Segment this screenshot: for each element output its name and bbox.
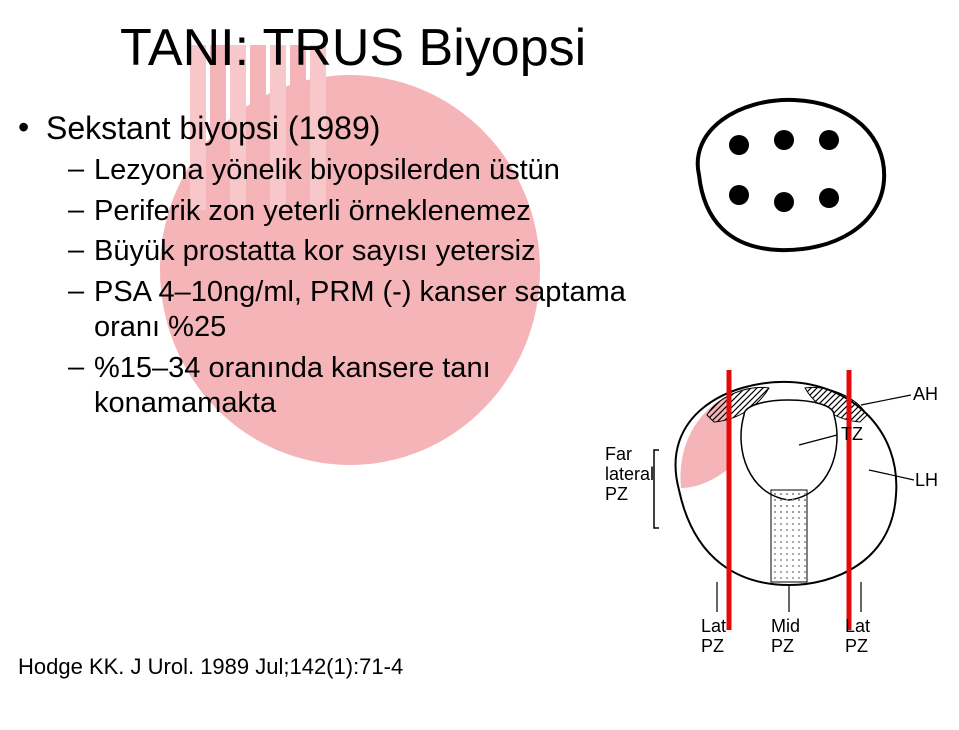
dash-icon: –	[68, 234, 94, 269]
bullet-text: %15–34 oranında kansere tanı konamamakta	[94, 351, 638, 421]
bracket-far-lateral	[654, 450, 659, 528]
diagram-zones: Far lateral PZ TZ AH LH Lat PZ Mid PZ La…	[599, 360, 939, 680]
biopsy-dot	[774, 192, 794, 212]
biopsy-dot	[819, 130, 839, 150]
bullet-level2: – PSA 4–10ng/ml, PRM (-) kanser saptama …	[68, 275, 638, 345]
bullet-text: Sekstant biyopsi (1989)	[46, 110, 638, 147]
dash-icon: –	[68, 194, 94, 229]
bullet-level2: – Büyük prostatta kor sayısı yetersiz	[68, 234, 638, 269]
bullet-dot-icon: •	[18, 110, 46, 147]
label-lat-pz-left: Lat PZ	[701, 616, 731, 656]
slide: TANI: TRUS Biyopsi • Sekstant biyopsi (1…	[0, 0, 959, 730]
label-lat-pz-right: Lat PZ	[845, 616, 875, 656]
label-tz: TZ	[841, 424, 863, 444]
dash-icon: –	[68, 153, 94, 188]
citation: Hodge KK. J Urol. 1989 Jul;142(1):71-4	[18, 654, 403, 680]
dash-icon: –	[68, 351, 94, 421]
mid-pz-zone-top	[771, 490, 807, 518]
prostate-outline	[698, 100, 884, 250]
bullet-level1: • Sekstant biyopsi (1989)	[18, 110, 638, 147]
bullet-text: PSA 4–10ng/ml, PRM (-) kanser saptama or…	[94, 275, 638, 345]
slide-title: TANI: TRUS Biyopsi	[120, 18, 586, 78]
bullet-level2: – %15–34 oranında kansere tanı konamamak…	[68, 351, 638, 421]
biopsy-dot	[729, 185, 749, 205]
biopsy-dot	[774, 130, 794, 150]
bullet-text: Büyük prostatta kor sayısı yetersiz	[94, 234, 638, 269]
bullet-level2: – Periferik zon yeterli örneklenemez	[68, 194, 638, 229]
bullet-list: • Sekstant biyopsi (1989) – Lezyona yöne…	[18, 110, 638, 426]
label-far-lateral: Far lateral PZ	[605, 444, 659, 504]
leader-ah	[861, 395, 911, 405]
diagram-sextant	[669, 90, 899, 260]
bullet-text: Periferik zon yeterli örneklenemez	[94, 194, 638, 229]
biopsy-dot	[729, 135, 749, 155]
label-mid-pz: Mid PZ	[771, 616, 805, 656]
label-ah: AH	[913, 384, 938, 404]
bullet-level2: – Lezyona yönelik biyopsilerden üstün	[68, 153, 638, 188]
dash-icon: –	[68, 275, 94, 345]
label-lh: LH	[915, 470, 938, 490]
bullet-text: Lezyona yönelik biyopsilerden üstün	[94, 153, 638, 188]
biopsy-dot	[819, 188, 839, 208]
